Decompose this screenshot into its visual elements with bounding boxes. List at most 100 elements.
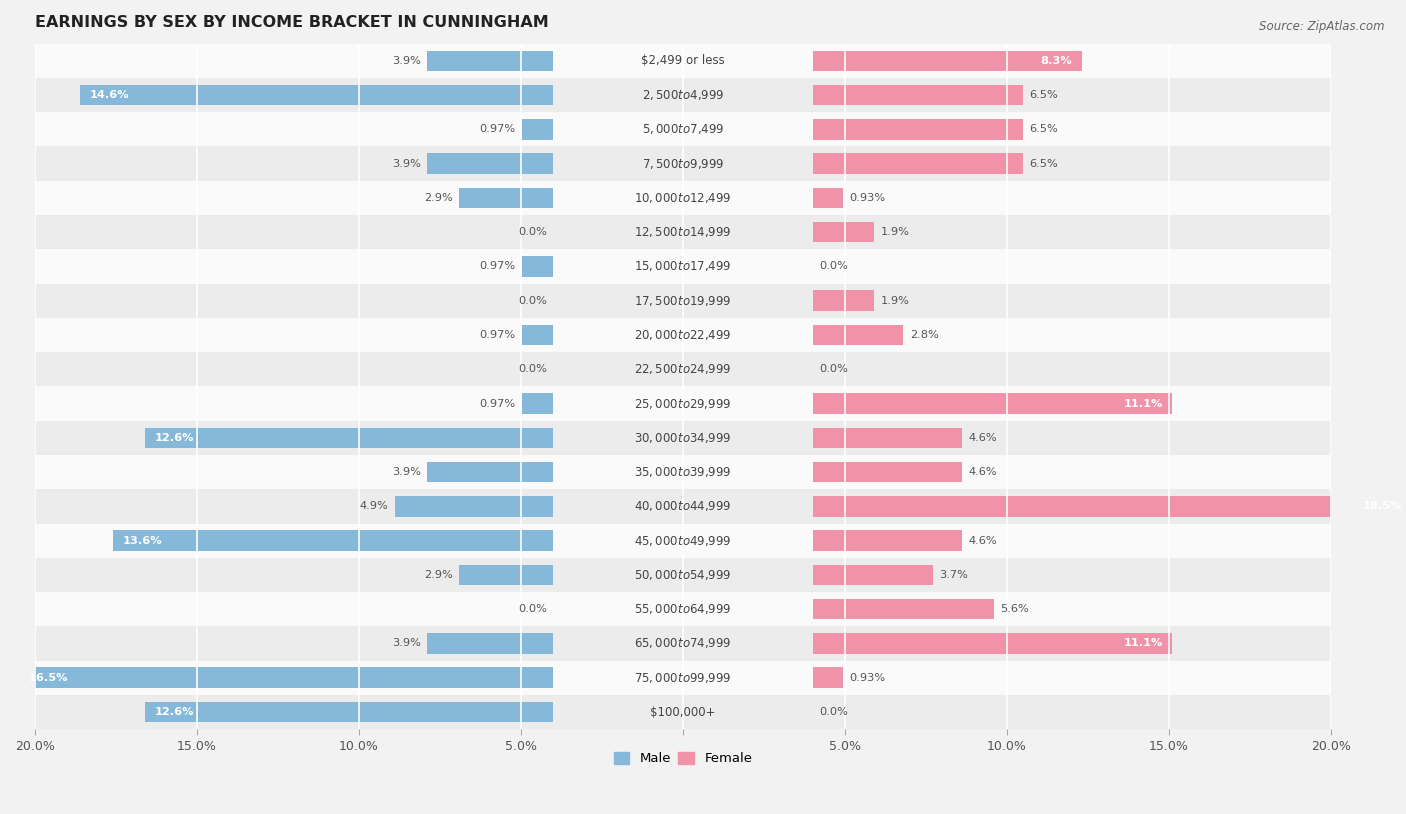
Bar [813,119,1024,140]
Text: 2.9%: 2.9% [425,570,453,580]
Bar [18,667,554,688]
Bar [813,325,903,345]
Text: 12.6%: 12.6% [155,433,194,443]
Bar [813,291,875,311]
Text: 2.8%: 2.8% [910,330,939,340]
Bar [813,222,875,243]
Text: 3.9%: 3.9% [392,638,420,649]
Bar [813,50,1081,71]
Text: $65,000 to $74,999: $65,000 to $74,999 [634,637,731,650]
Text: $10,000 to $12,499: $10,000 to $12,499 [634,191,731,205]
Text: $55,000 to $64,999: $55,000 to $64,999 [634,602,731,616]
Bar [35,387,1331,421]
Text: $100,000+: $100,000+ [650,706,716,719]
Text: 1.9%: 1.9% [880,227,910,237]
Text: 4.6%: 4.6% [969,467,997,477]
Bar [813,393,1173,414]
Bar [35,695,1331,729]
Text: $45,000 to $49,999: $45,000 to $49,999 [634,534,731,548]
Bar [813,85,1024,105]
Bar [35,317,1331,352]
Bar [145,427,554,449]
Bar [427,50,554,71]
Text: 0.0%: 0.0% [517,295,547,306]
Text: 3.7%: 3.7% [939,570,967,580]
Bar [522,325,554,345]
Bar [813,531,962,551]
Bar [460,565,554,585]
Text: 6.5%: 6.5% [1029,125,1059,134]
Bar [813,496,1406,517]
Text: 14.6%: 14.6% [90,90,129,100]
Bar [522,119,554,140]
Text: 0.97%: 0.97% [479,125,516,134]
Text: $35,000 to $39,999: $35,000 to $39,999 [634,465,731,479]
Text: 2.9%: 2.9% [425,193,453,203]
Text: 3.9%: 3.9% [392,159,420,168]
Text: $15,000 to $17,499: $15,000 to $17,499 [634,260,731,274]
Text: 3.9%: 3.9% [392,467,420,477]
Text: 0.0%: 0.0% [820,261,848,271]
Bar [35,455,1331,489]
Text: 0.97%: 0.97% [479,261,516,271]
Text: 0.0%: 0.0% [517,604,547,615]
Text: $2,500 to $4,999: $2,500 to $4,999 [641,88,724,102]
Bar [35,78,1331,112]
Bar [813,462,962,483]
Text: $25,000 to $29,999: $25,000 to $29,999 [634,396,731,410]
Bar [35,352,1331,387]
Text: 1.9%: 1.9% [880,295,910,306]
Bar [35,181,1331,215]
Text: 6.5%: 6.5% [1029,90,1059,100]
Text: 16.5%: 16.5% [28,672,67,683]
Text: 11.1%: 11.1% [1123,638,1163,649]
Text: $12,500 to $14,999: $12,500 to $14,999 [634,225,731,239]
Bar [813,153,1024,174]
Text: EARNINGS BY SEX BY INCOME BRACKET IN CUNNINGHAM: EARNINGS BY SEX BY INCOME BRACKET IN CUN… [35,15,548,30]
Text: 0.0%: 0.0% [820,707,848,717]
Bar [35,147,1331,181]
Bar [395,496,554,517]
Bar [813,599,994,619]
Bar [460,187,554,208]
Text: 12.6%: 12.6% [155,707,194,717]
Text: $50,000 to $54,999: $50,000 to $54,999 [634,568,731,582]
Bar [813,427,962,449]
Text: 5.6%: 5.6% [1001,604,1029,615]
Bar [35,558,1331,592]
Bar [427,633,554,654]
Text: 3.9%: 3.9% [392,56,420,66]
Text: 0.0%: 0.0% [517,227,547,237]
Text: 0.0%: 0.0% [517,365,547,374]
Text: $40,000 to $44,999: $40,000 to $44,999 [634,499,731,514]
Text: $17,500 to $19,999: $17,500 to $19,999 [634,294,731,308]
Bar [813,187,842,208]
Bar [35,112,1331,147]
Text: $22,500 to $24,999: $22,500 to $24,999 [634,362,731,376]
Text: 0.97%: 0.97% [479,330,516,340]
Text: $2,499 or less: $2,499 or less [641,55,725,68]
Bar [427,153,554,174]
Bar [35,44,1331,78]
Text: $30,000 to $34,999: $30,000 to $34,999 [634,431,731,444]
Text: 4.6%: 4.6% [969,536,997,545]
Text: 0.93%: 0.93% [849,193,886,203]
Text: 11.1%: 11.1% [1123,399,1163,409]
Bar [813,565,932,585]
Bar [427,462,554,483]
Text: 0.93%: 0.93% [849,672,886,683]
Text: $5,000 to $7,499: $5,000 to $7,499 [641,122,724,137]
Bar [522,256,554,277]
Text: 0.0%: 0.0% [820,365,848,374]
Legend: Male, Female: Male, Female [609,746,758,771]
Bar [145,702,554,722]
Bar [813,633,1173,654]
Bar [35,283,1331,317]
Bar [35,489,1331,523]
Text: 4.9%: 4.9% [360,501,388,511]
Text: Source: ZipAtlas.com: Source: ZipAtlas.com [1260,20,1385,33]
Text: 0.97%: 0.97% [479,399,516,409]
Bar [35,523,1331,558]
Text: $7,500 to $9,999: $7,500 to $9,999 [641,156,724,171]
Text: $75,000 to $99,999: $75,000 to $99,999 [634,671,731,685]
